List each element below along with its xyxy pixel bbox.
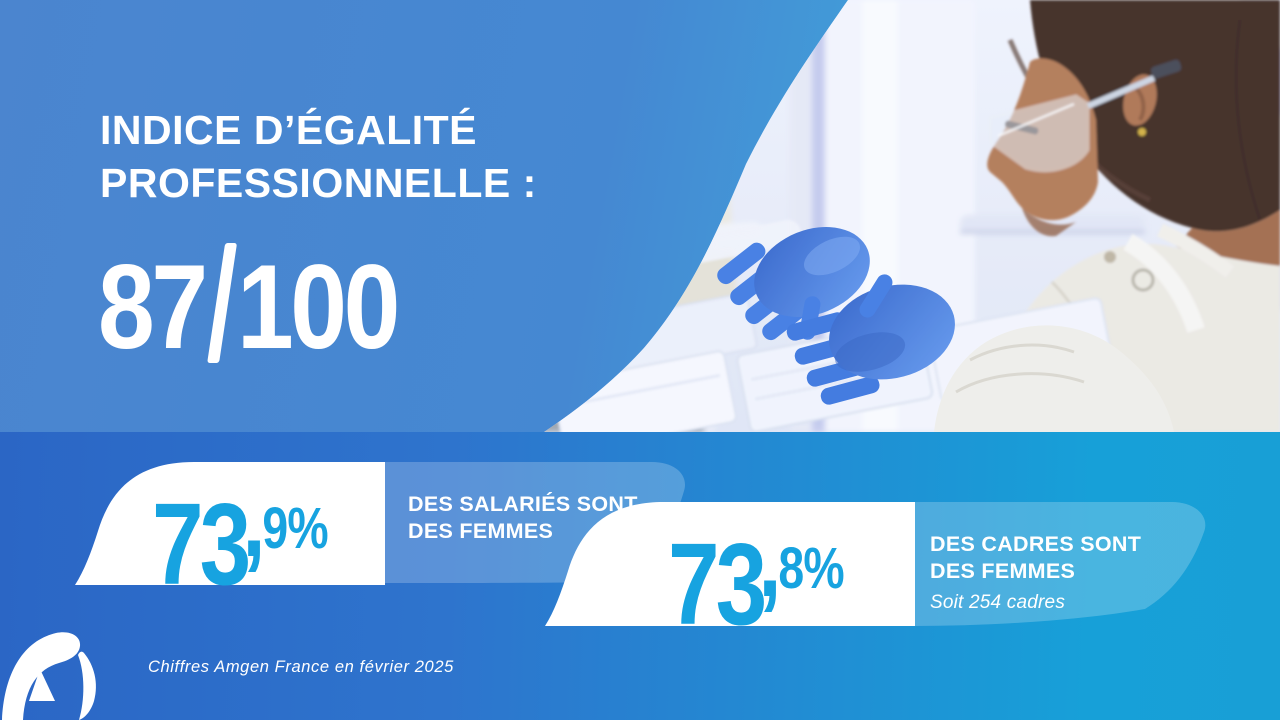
stat2-label: DES CADRES SONT DES FEMMES Soit 254 cadr… (930, 531, 1141, 616)
score-slash (207, 243, 238, 363)
stat1-number-plaque (75, 462, 385, 585)
stat1-label-line1: DES SALARIÉS SONT (408, 492, 638, 516)
score-denominator: 100 (236, 240, 400, 374)
stat1-value-frac: 9% (262, 496, 328, 561)
stat2-label-line1: DES CADRES SONT (930, 532, 1142, 556)
stat1-label-line2: DES FEMMES (408, 519, 554, 543)
source-note: Chiffres Amgen France en février 2025 (148, 658, 454, 676)
page-title: INDICE D’ÉGALITÉ PROFESSIONNELLE : (100, 104, 537, 210)
stat2-label-line2: DES FEMMES (930, 559, 1076, 583)
stat2-note: Soit 254 cadres (930, 592, 1066, 613)
lab-scientist-photo (544, 0, 1280, 432)
stat2-label-panel (915, 502, 1206, 626)
stat-shapes (75, 462, 1206, 626)
title-line-1: INDICE D’ÉGALITÉ (100, 107, 478, 153)
stat1-label: DES SALARIÉS SONT DES FEMMES (408, 491, 638, 545)
stat1-value-comma: , (242, 463, 266, 579)
stat2-value-main: 73 (668, 519, 767, 649)
stat2-value-comma: , (758, 503, 782, 619)
stat2-value: 73 , 8% (668, 509, 845, 649)
title-line-2: PROFESSIONNELLE : (100, 160, 537, 206)
score-numerator: 87 (98, 240, 208, 374)
amgen-a-logo (2, 632, 96, 720)
stat2-value-frac: 8% (778, 536, 844, 601)
stat1-value-main: 73 (152, 479, 251, 609)
gloved-hands (717, 227, 955, 405)
stat2-number-plaque (545, 502, 915, 626)
stat1-value: 73 , 9% (152, 469, 329, 609)
equality-index-score: 87 100 (98, 240, 400, 374)
